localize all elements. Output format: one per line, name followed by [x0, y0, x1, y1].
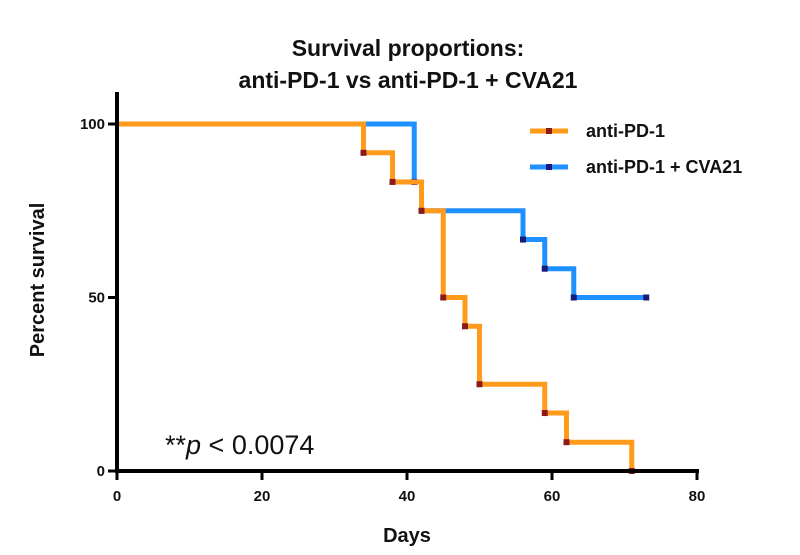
event-marker-anti-pd-1 — [563, 439, 570, 446]
censor-marker-anti-pd-1-cva21 — [643, 294, 650, 301]
chart-title-line-2: anti-PD-1 vs anti-PD-1 + CVA21 — [239, 67, 578, 93]
event-marker-anti-pd-1 — [440, 294, 447, 301]
y-tick-label: 100 — [80, 116, 105, 133]
series-line-anti-pd-1 — [117, 121, 635, 471]
event-marker-anti-pd-1 — [418, 207, 425, 214]
p-value-annotation: **p < 0.0074 — [165, 430, 314, 460]
legend: anti-PD-1 anti-PD-1 + CVA21 — [530, 121, 742, 177]
event-marker-anti-pd-1 — [541, 410, 548, 417]
event-marker-anti-pd-1-cva21 — [520, 236, 526, 243]
x-tick-label: 60 — [544, 488, 561, 505]
x-tick-label: 80 — [689, 488, 706, 505]
series-line-anti-pd-1-cva21 — [117, 121, 647, 300]
event-marker-anti-pd-1-cva21 — [570, 294, 577, 301]
p-value-prefix: ** — [165, 430, 187, 460]
plot-area — [117, 121, 650, 474]
event-marker-anti-pd-1 — [360, 149, 367, 156]
event-marker-anti-pd-1 — [389, 178, 396, 185]
legend-label-anti-pd-1-cva21: anti-PD-1 + CVA21 — [586, 157, 742, 177]
chart-title-line-1: Survival proportions: — [292, 35, 525, 61]
y-tick-label: 50 — [88, 290, 105, 307]
legend-marker-anti-pd-1 — [546, 128, 552, 134]
y-tick-label: 0 — [97, 463, 105, 480]
event-marker-anti-pd-1 — [462, 323, 468, 330]
x-axis-label: Days — [383, 525, 431, 547]
event-marker-anti-pd-1-cva21 — [541, 265, 548, 272]
x-tick-label: 0 — [113, 488, 121, 505]
x-tick-label: 20 — [254, 488, 271, 505]
legend-marker-anti-pd-1-cva21 — [546, 164, 552, 170]
x-tick-label: 40 — [399, 488, 416, 505]
event-marker-anti-pd-1 — [476, 381, 483, 388]
y-axis-label: Percent survival — [27, 203, 49, 358]
axes: 0 20 40 60 80 0 50 100 — [80, 92, 705, 505]
p-value-suffix: < 0.0074 — [201, 430, 314, 460]
p-value-p: p — [185, 430, 201, 460]
legend-label-anti-pd-1: anti-PD-1 — [586, 121, 665, 141]
